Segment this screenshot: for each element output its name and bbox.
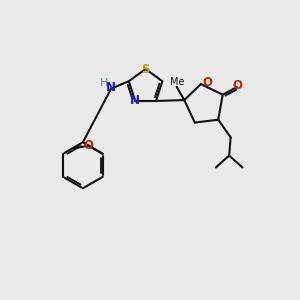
- Text: S: S: [141, 62, 150, 76]
- Text: O: O: [202, 76, 212, 89]
- Text: Me: Me: [170, 77, 184, 87]
- Text: O: O: [232, 79, 243, 92]
- Text: N: N: [130, 94, 140, 107]
- Text: O: O: [83, 139, 93, 152]
- Text: H: H: [100, 78, 109, 88]
- Text: N: N: [106, 81, 116, 94]
